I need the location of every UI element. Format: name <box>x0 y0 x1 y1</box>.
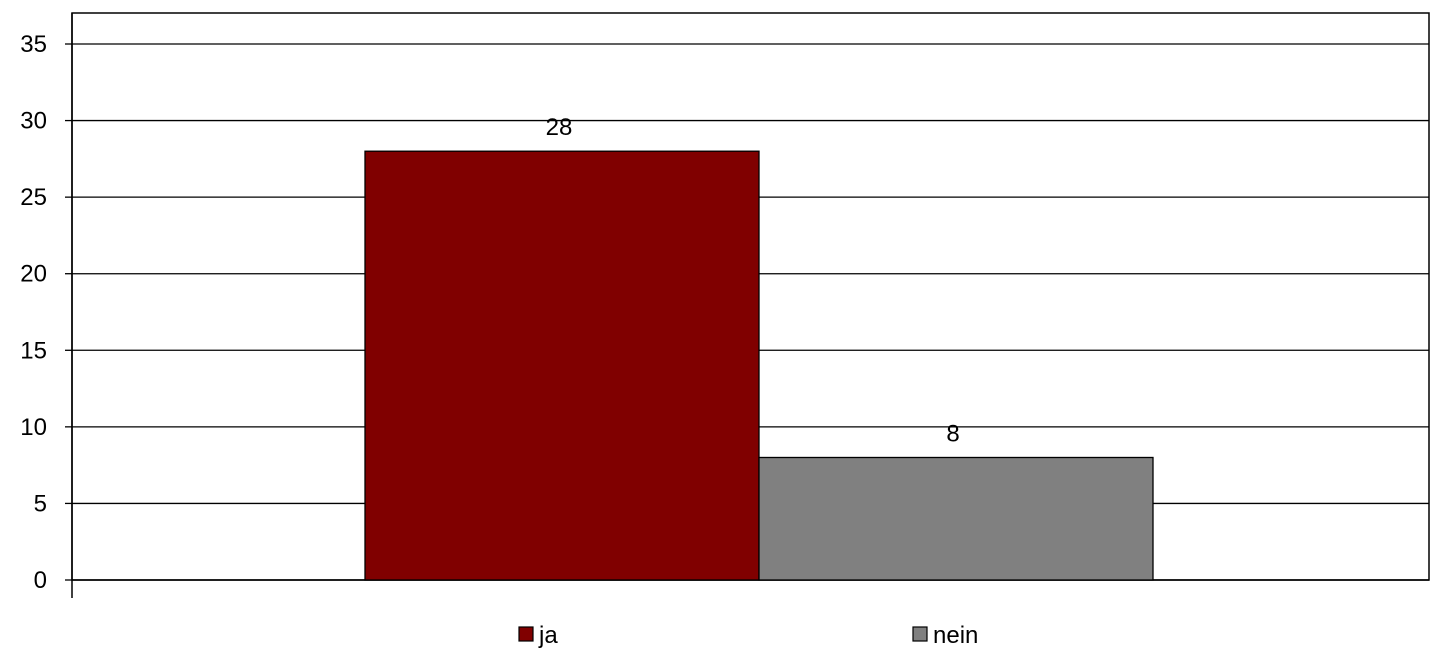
data-labels: 28 8 <box>546 114 960 447</box>
y-tick-label: 20 <box>20 261 47 288</box>
y-axis: 0 5 10 15 20 25 30 35 <box>20 13 1429 598</box>
legend-label-ja: ja <box>538 622 558 649</box>
data-label-ja: 28 <box>546 114 573 141</box>
y-tick-label: 0 <box>34 567 47 594</box>
y-tick-label: 5 <box>34 490 47 517</box>
data-label-nein: 8 <box>946 420 959 447</box>
bar-ja <box>364 150 760 581</box>
y-tick-label: 15 <box>20 337 47 364</box>
y-tick-label: 35 <box>20 31 47 58</box>
bars <box>364 150 1154 581</box>
legend-swatch-nein <box>912 626 928 642</box>
bar-nein <box>758 456 1154 581</box>
legend-label-nein: nein <box>933 622 978 649</box>
legend: ja nein <box>518 622 978 649</box>
y-tick-label: 10 <box>20 414 47 441</box>
y-tick-label: 25 <box>20 184 47 211</box>
y-tick-label: 30 <box>20 108 47 135</box>
legend-swatch-ja <box>518 626 534 642</box>
